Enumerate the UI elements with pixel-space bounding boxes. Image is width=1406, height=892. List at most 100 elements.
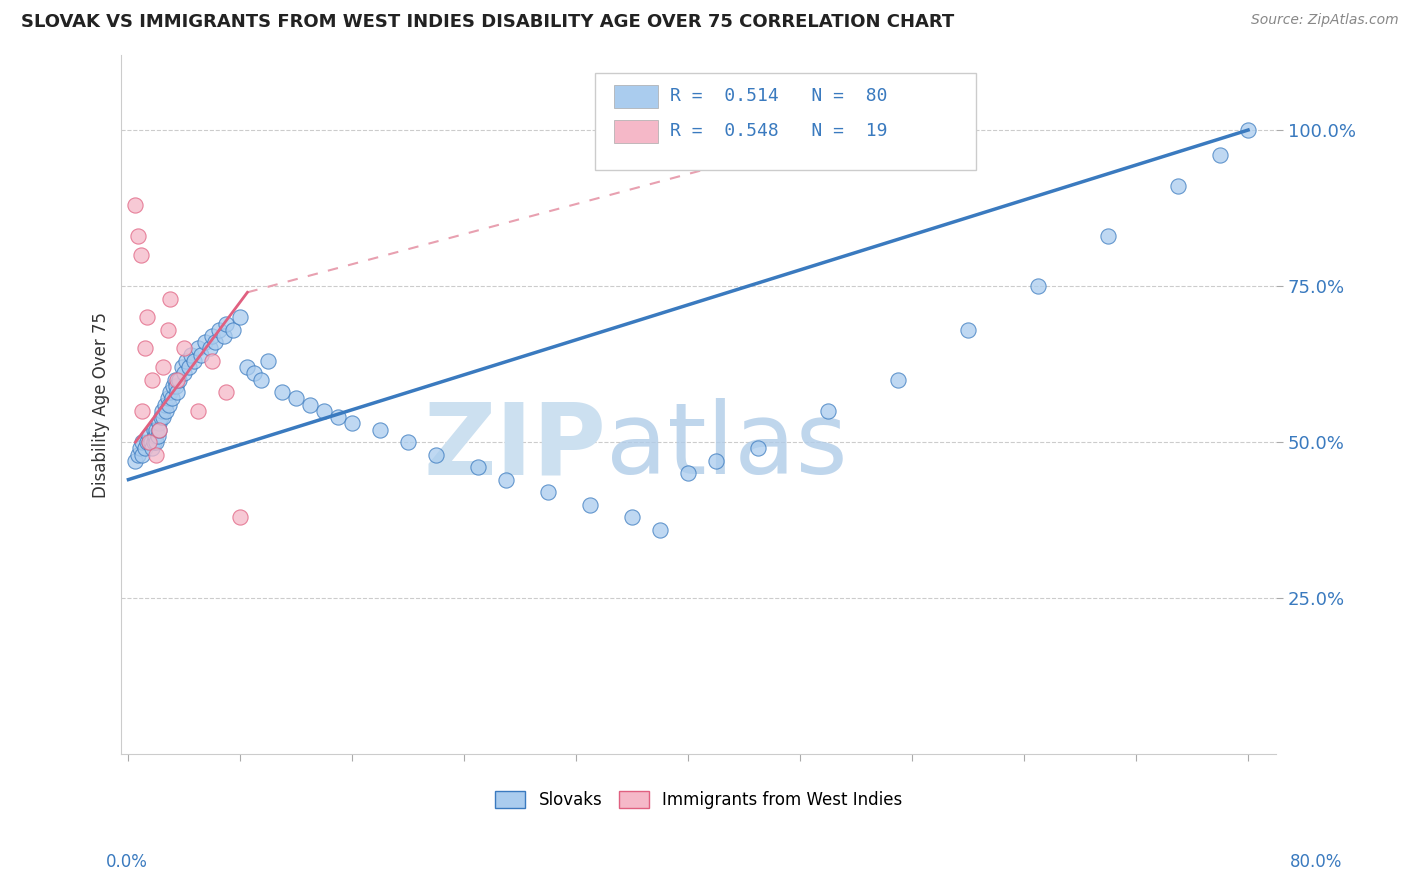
Point	[817, 404, 839, 418]
Point	[138, 435, 160, 450]
Point	[148, 423, 170, 437]
Point	[177, 360, 200, 375]
Point	[141, 373, 163, 387]
Point	[621, 510, 644, 524]
Text: 0.0%: 0.0%	[105, 853, 148, 871]
Point	[236, 360, 259, 375]
Point	[142, 435, 165, 450]
Point	[166, 373, 188, 387]
Point	[150, 404, 173, 418]
Point	[131, 404, 153, 418]
Point	[153, 398, 176, 412]
Point	[704, 454, 727, 468]
Point	[124, 454, 146, 468]
Point	[208, 323, 231, 337]
Point	[157, 398, 180, 412]
Point	[257, 354, 280, 368]
Point	[467, 460, 489, 475]
Text: SLOVAK VS IMMIGRANTS FROM WEST INDIES DISABILITY AGE OVER 75 CORRELATION CHART: SLOVAK VS IMMIGRANTS FROM WEST INDIES DI…	[21, 13, 955, 31]
Point	[425, 448, 447, 462]
Point	[1097, 229, 1119, 244]
Point	[134, 342, 156, 356]
Point	[173, 367, 195, 381]
Point	[138, 429, 160, 443]
Point	[145, 435, 167, 450]
Point	[131, 448, 153, 462]
FancyBboxPatch shape	[595, 72, 976, 170]
Point	[148, 417, 170, 431]
Point	[146, 429, 169, 443]
Point	[167, 373, 190, 387]
Point	[163, 373, 186, 387]
Point	[187, 342, 209, 356]
Point	[174, 354, 197, 368]
Text: ZIP: ZIP	[423, 398, 606, 495]
Point	[747, 442, 769, 456]
Point	[212, 329, 235, 343]
Text: Source: ZipAtlas.com: Source: ZipAtlas.com	[1251, 13, 1399, 28]
Point	[128, 442, 150, 456]
Point	[143, 429, 166, 443]
Point	[243, 367, 266, 381]
Point	[134, 442, 156, 456]
Point	[173, 342, 195, 356]
Point	[957, 323, 980, 337]
Point	[159, 292, 181, 306]
Point	[160, 392, 183, 406]
Point	[314, 404, 336, 418]
Point	[271, 385, 294, 400]
Point	[537, 485, 560, 500]
Point	[141, 442, 163, 456]
Point	[152, 410, 174, 425]
Point	[156, 392, 179, 406]
Point	[129, 248, 152, 262]
Point	[142, 423, 165, 437]
Point	[204, 335, 226, 350]
Text: R =  0.514   N =  80: R = 0.514 N = 80	[669, 87, 887, 105]
Point	[131, 435, 153, 450]
Point	[285, 392, 308, 406]
Point	[155, 404, 177, 418]
Point	[215, 317, 238, 331]
Text: 80.0%: 80.0%	[1291, 853, 1343, 871]
Point	[135, 310, 157, 325]
Y-axis label: Disability Age Over 75: Disability Age Over 75	[93, 311, 110, 498]
Point	[124, 198, 146, 212]
Point	[201, 354, 224, 368]
Point	[166, 385, 188, 400]
Point	[579, 498, 602, 512]
Point	[148, 423, 170, 437]
Point	[162, 379, 184, 393]
Point	[183, 354, 205, 368]
Point	[1026, 279, 1049, 293]
Point	[180, 348, 202, 362]
Point	[139, 435, 162, 450]
Point	[887, 373, 910, 387]
Legend: Slovaks, Immigrants from West Indies: Slovaks, Immigrants from West Indies	[488, 784, 910, 816]
Text: atlas: atlas	[606, 398, 848, 495]
Point	[396, 435, 419, 450]
Point	[1167, 179, 1189, 194]
Point	[127, 448, 149, 462]
Point	[495, 473, 517, 487]
Point	[156, 323, 179, 337]
Point	[194, 335, 217, 350]
Point	[149, 410, 172, 425]
Point	[190, 348, 212, 362]
Point	[328, 410, 350, 425]
Point	[299, 398, 322, 412]
Point	[198, 342, 221, 356]
Point	[229, 310, 252, 325]
Point	[215, 385, 238, 400]
Point	[650, 523, 672, 537]
Point	[165, 379, 187, 393]
Point	[135, 435, 157, 450]
Point	[1237, 123, 1260, 137]
Point	[370, 423, 392, 437]
Point	[170, 360, 193, 375]
Point	[342, 417, 364, 431]
Point	[159, 385, 181, 400]
Point	[138, 435, 160, 450]
Point	[250, 373, 273, 387]
Point	[222, 323, 245, 337]
